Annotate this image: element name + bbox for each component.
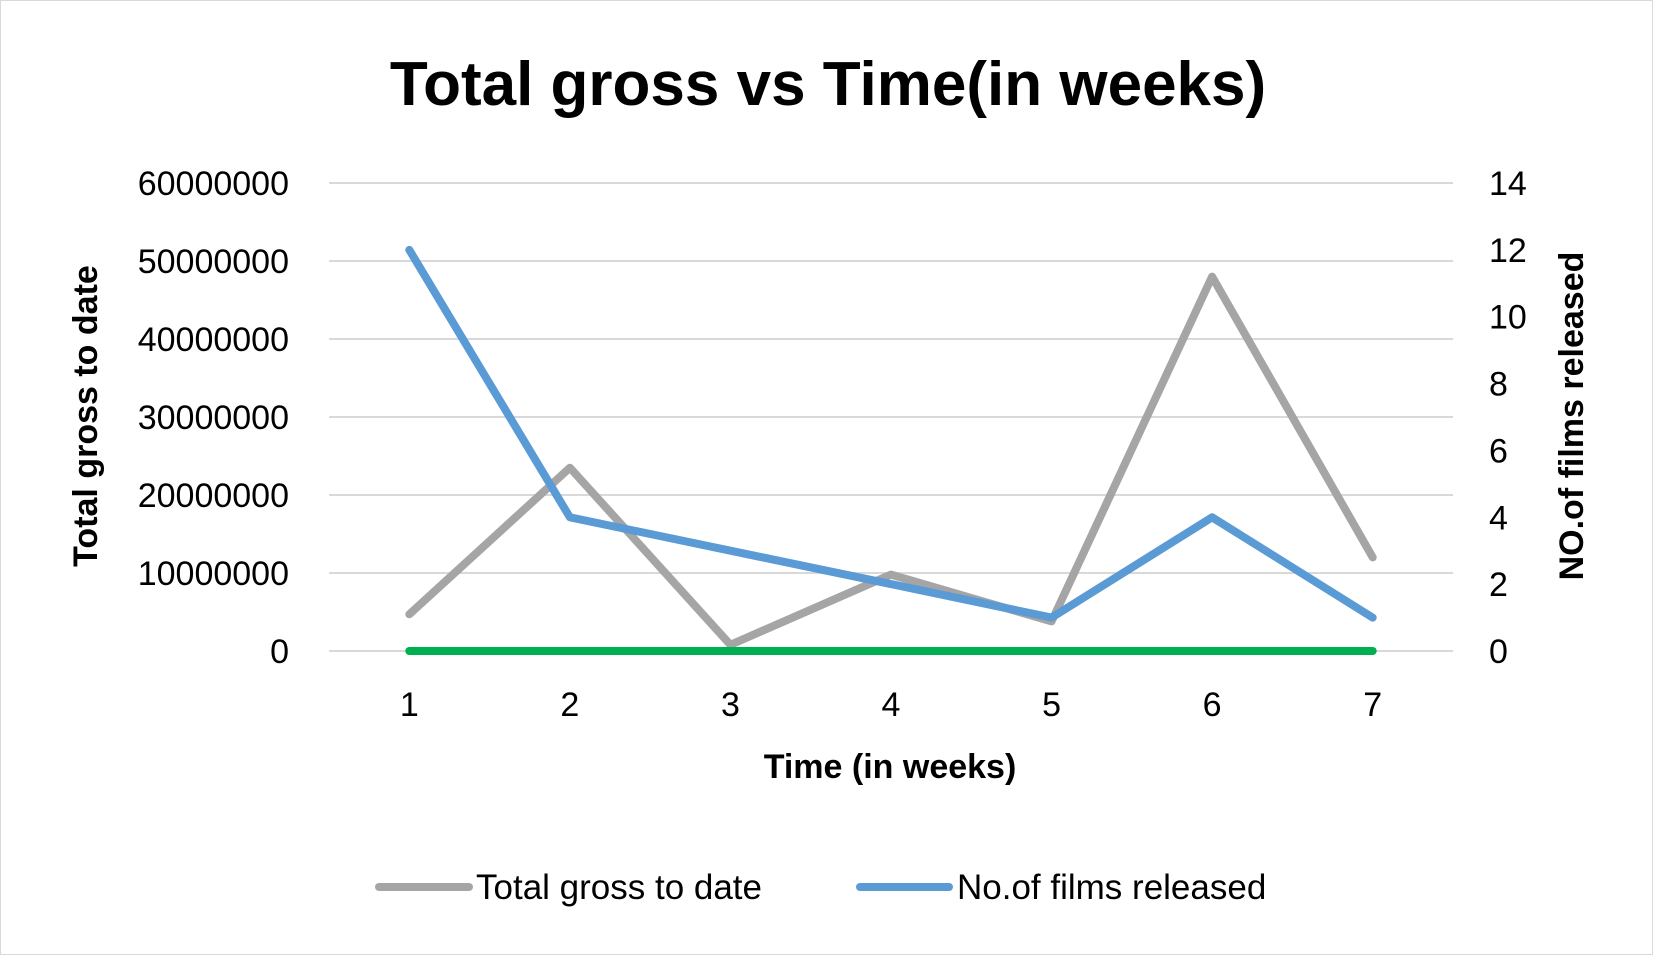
y-tick-label: 60000000 bbox=[138, 165, 289, 203]
y2-tick-label: 8 bbox=[1489, 366, 1508, 404]
series-line-no-of-films-released bbox=[405, 245, 1377, 622]
y-tick-label: 0 bbox=[270, 633, 289, 671]
chart-title: Total gross vs Time(in weeks) bbox=[390, 50, 1266, 119]
x-tick-label: 6 bbox=[1203, 686, 1222, 724]
y2-tick-label: 6 bbox=[1489, 432, 1508, 470]
x-tick-label: 3 bbox=[721, 686, 740, 724]
y-tick-label: 20000000 bbox=[138, 477, 289, 515]
legend-label-films-released: No.of films released bbox=[957, 868, 1266, 907]
y-tick-label: 40000000 bbox=[138, 321, 289, 359]
y-tick-label: 30000000 bbox=[138, 399, 289, 437]
y-tick-label: 50000000 bbox=[138, 243, 289, 281]
gridlines bbox=[329, 182, 1453, 652]
legend-label-total-gross: Total gross to date bbox=[476, 868, 762, 907]
right-axis-ticks: 0 2 4 6 8 10 12 14 bbox=[1489, 165, 1527, 671]
x-tick-label: 4 bbox=[882, 686, 901, 724]
y2-tick-label: 0 bbox=[1489, 633, 1508, 671]
x-tick-label: 7 bbox=[1363, 686, 1382, 724]
left-axis-ticks: 0 10000000 20000000 30000000 40000000 5000000… bbox=[138, 165, 289, 671]
y2-axis-title: NO.of films released bbox=[1553, 252, 1591, 581]
y2-tick-label: 10 bbox=[1489, 299, 1527, 337]
y-tick-label: 10000000 bbox=[138, 555, 289, 593]
y2-tick-label: 14 bbox=[1489, 165, 1527, 203]
y2-tick-label: 4 bbox=[1489, 499, 1508, 537]
x-axis-ticks: 1 2 3 4 5 6 7 bbox=[400, 686, 1382, 724]
x-tick-label: 1 bbox=[400, 686, 419, 724]
y2-tick-label: 2 bbox=[1489, 566, 1508, 604]
x-tick-label: 2 bbox=[560, 686, 579, 724]
series-lines bbox=[405, 245, 1377, 655]
y-axis-title: Total gross to date bbox=[67, 265, 105, 567]
x-tick-label: 5 bbox=[1042, 686, 1061, 724]
legend: Total gross to date No.of films released bbox=[375, 868, 1266, 907]
x-axis-title: Time (in weeks) bbox=[764, 748, 1017, 786]
series-line-total-gross-to-date bbox=[405, 272, 1377, 649]
y2-tick-label: 12 bbox=[1489, 232, 1527, 270]
